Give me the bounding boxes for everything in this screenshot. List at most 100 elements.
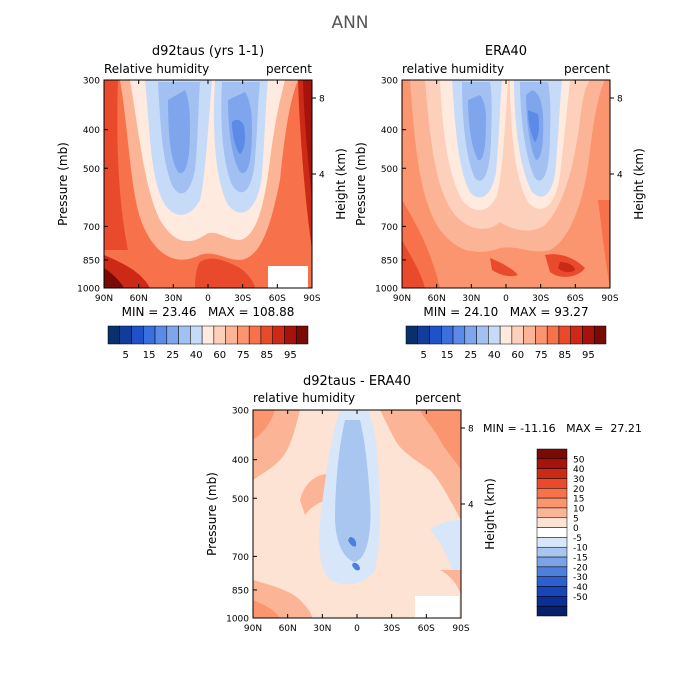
contour-field	[402, 80, 610, 288]
colorbar-swatch	[536, 556, 568, 568]
colorbar-swatch	[536, 527, 568, 538]
colorbar-label: 75	[237, 350, 250, 361]
colorbar-swatch	[536, 458, 568, 469]
colorbar-swatch	[546, 325, 560, 345]
colorbar-label: -5	[573, 534, 582, 544]
colorbar-swatch	[523, 325, 536, 345]
axis-label-right: Height (km)	[632, 148, 646, 219]
y-tick-label-right: 4	[617, 171, 623, 181]
colorbar-swatch	[536, 546, 568, 558]
colorbar-swatch	[536, 566, 568, 577]
colorbar-swatch	[237, 325, 250, 345]
x-tick-label: 60N	[428, 294, 446, 304]
colorbar-label: 40	[573, 465, 585, 475]
contour-field	[104, 80, 312, 288]
colorbar-swatch	[476, 325, 489, 345]
x-tick-label: 30S	[234, 294, 251, 304]
colorbar-swatch	[570, 325, 583, 345]
y-tick-label: 700	[381, 223, 398, 233]
colorbar-label: 60	[511, 350, 524, 361]
panel-left-label: Relative humidity	[104, 62, 209, 76]
colorbar-label: 25	[166, 350, 179, 361]
colorbar-label: -50	[573, 593, 588, 603]
panel-right-label: percent	[564, 62, 610, 76]
y-tick-label: 500	[83, 165, 100, 175]
x-tick-label: 90N	[393, 294, 411, 304]
colorbar-label: 5	[122, 350, 128, 361]
colorbar-swatch	[511, 325, 524, 345]
colorbar-swatch	[248, 325, 262, 345]
y-tick-label: 400	[83, 126, 100, 136]
colorbar-swatch	[201, 325, 215, 345]
y-tick-label: 700	[83, 223, 100, 233]
y-tick-label: 300	[83, 77, 100, 87]
x-tick-label: 30N	[462, 294, 480, 304]
panel-right-label: percent	[415, 391, 461, 405]
axis-label-left: Pressure (mb)	[205, 472, 219, 556]
x-tick-label: 60S	[269, 294, 286, 304]
x-tick-label: 0	[503, 294, 509, 304]
y-tick-label: 1000	[77, 285, 100, 295]
axis-label-right: Height (km)	[483, 478, 497, 549]
colorbar-swatch	[464, 325, 477, 345]
colorbar-label: 0	[573, 524, 579, 534]
colorbar-swatch	[143, 325, 156, 345]
colorbar-swatch	[441, 325, 454, 345]
x-tick-label: 30N	[164, 294, 182, 304]
x-tick-label: 90S	[303, 294, 320, 304]
colorbar-swatch	[582, 325, 595, 345]
y-tick-label: 300	[381, 77, 398, 87]
x-tick-label: 90N	[244, 624, 262, 634]
colorbar-label: 15	[143, 350, 156, 361]
colorbar-swatch	[536, 488, 568, 499]
colorbar-swatch	[260, 325, 273, 345]
colorbar-label: -10	[573, 544, 588, 554]
y-tick-label: 300	[232, 407, 249, 417]
y-tick-label-right: 8	[319, 95, 325, 105]
panel-title: d92taus - ERA40	[303, 374, 411, 389]
y-tick-label: 700	[232, 553, 249, 563]
x-tick-label: 0	[354, 624, 360, 634]
x-tick-label: 60S	[418, 624, 435, 634]
colorbar-swatch	[536, 468, 568, 479]
figure-title: ANN	[331, 13, 368, 33]
colorbar-swatch	[536, 605, 568, 617]
colorbar-swatch	[558, 325, 571, 345]
x-tick-label: 30N	[313, 624, 331, 634]
colorbar-label: 15	[441, 350, 454, 361]
colorbar-swatch	[154, 325, 168, 345]
y-tick-label: 500	[381, 165, 398, 175]
y-tick-label-right: 4	[319, 171, 325, 181]
colorbar-label: 95	[582, 350, 595, 361]
colorbar-label: 75	[535, 350, 548, 361]
y-tick-label-right: 8	[468, 425, 474, 435]
colorbar-swatch	[536, 448, 568, 460]
panel-title: ERA40	[485, 44, 527, 59]
y-tick-label: 400	[232, 456, 249, 466]
y-tick-label: 400	[381, 126, 398, 136]
panel-right-label: percent	[266, 62, 312, 76]
colorbar-label: 10	[573, 504, 585, 514]
colorbar-label: -40	[573, 583, 588, 593]
colorbar-label: 50	[573, 455, 585, 465]
colorbar-label: 15	[573, 495, 584, 505]
colorbar-swatch	[536, 596, 568, 607]
x-tick-label: 60N	[279, 624, 297, 634]
colorbar-label: -30	[573, 573, 588, 583]
colorbar-swatch	[166, 325, 179, 345]
colorbar-label: 25	[464, 350, 477, 361]
colorbar-label: -20	[573, 563, 588, 573]
generated-axes-and-colorbars: 90N 60N 30N 0 30S 60S 90S300400500700850100084…	[77, 77, 623, 635]
colorbar-swatch	[593, 325, 607, 345]
axis-label-left: Pressure (mb)	[354, 142, 368, 226]
colorbar-swatch	[178, 325, 191, 345]
contour-field	[253, 410, 461, 618]
y-tick-label: 850	[381, 256, 398, 266]
stats-text: MIN = 23.46 MAX = 108.88	[122, 305, 295, 319]
colorbar-swatch	[536, 507, 568, 519]
colorbar-swatch	[131, 325, 144, 345]
colorbar-label: -15	[573, 554, 588, 564]
colorbar-swatch	[536, 497, 568, 509]
axis-label-left: Pressure (mb)	[56, 142, 70, 226]
